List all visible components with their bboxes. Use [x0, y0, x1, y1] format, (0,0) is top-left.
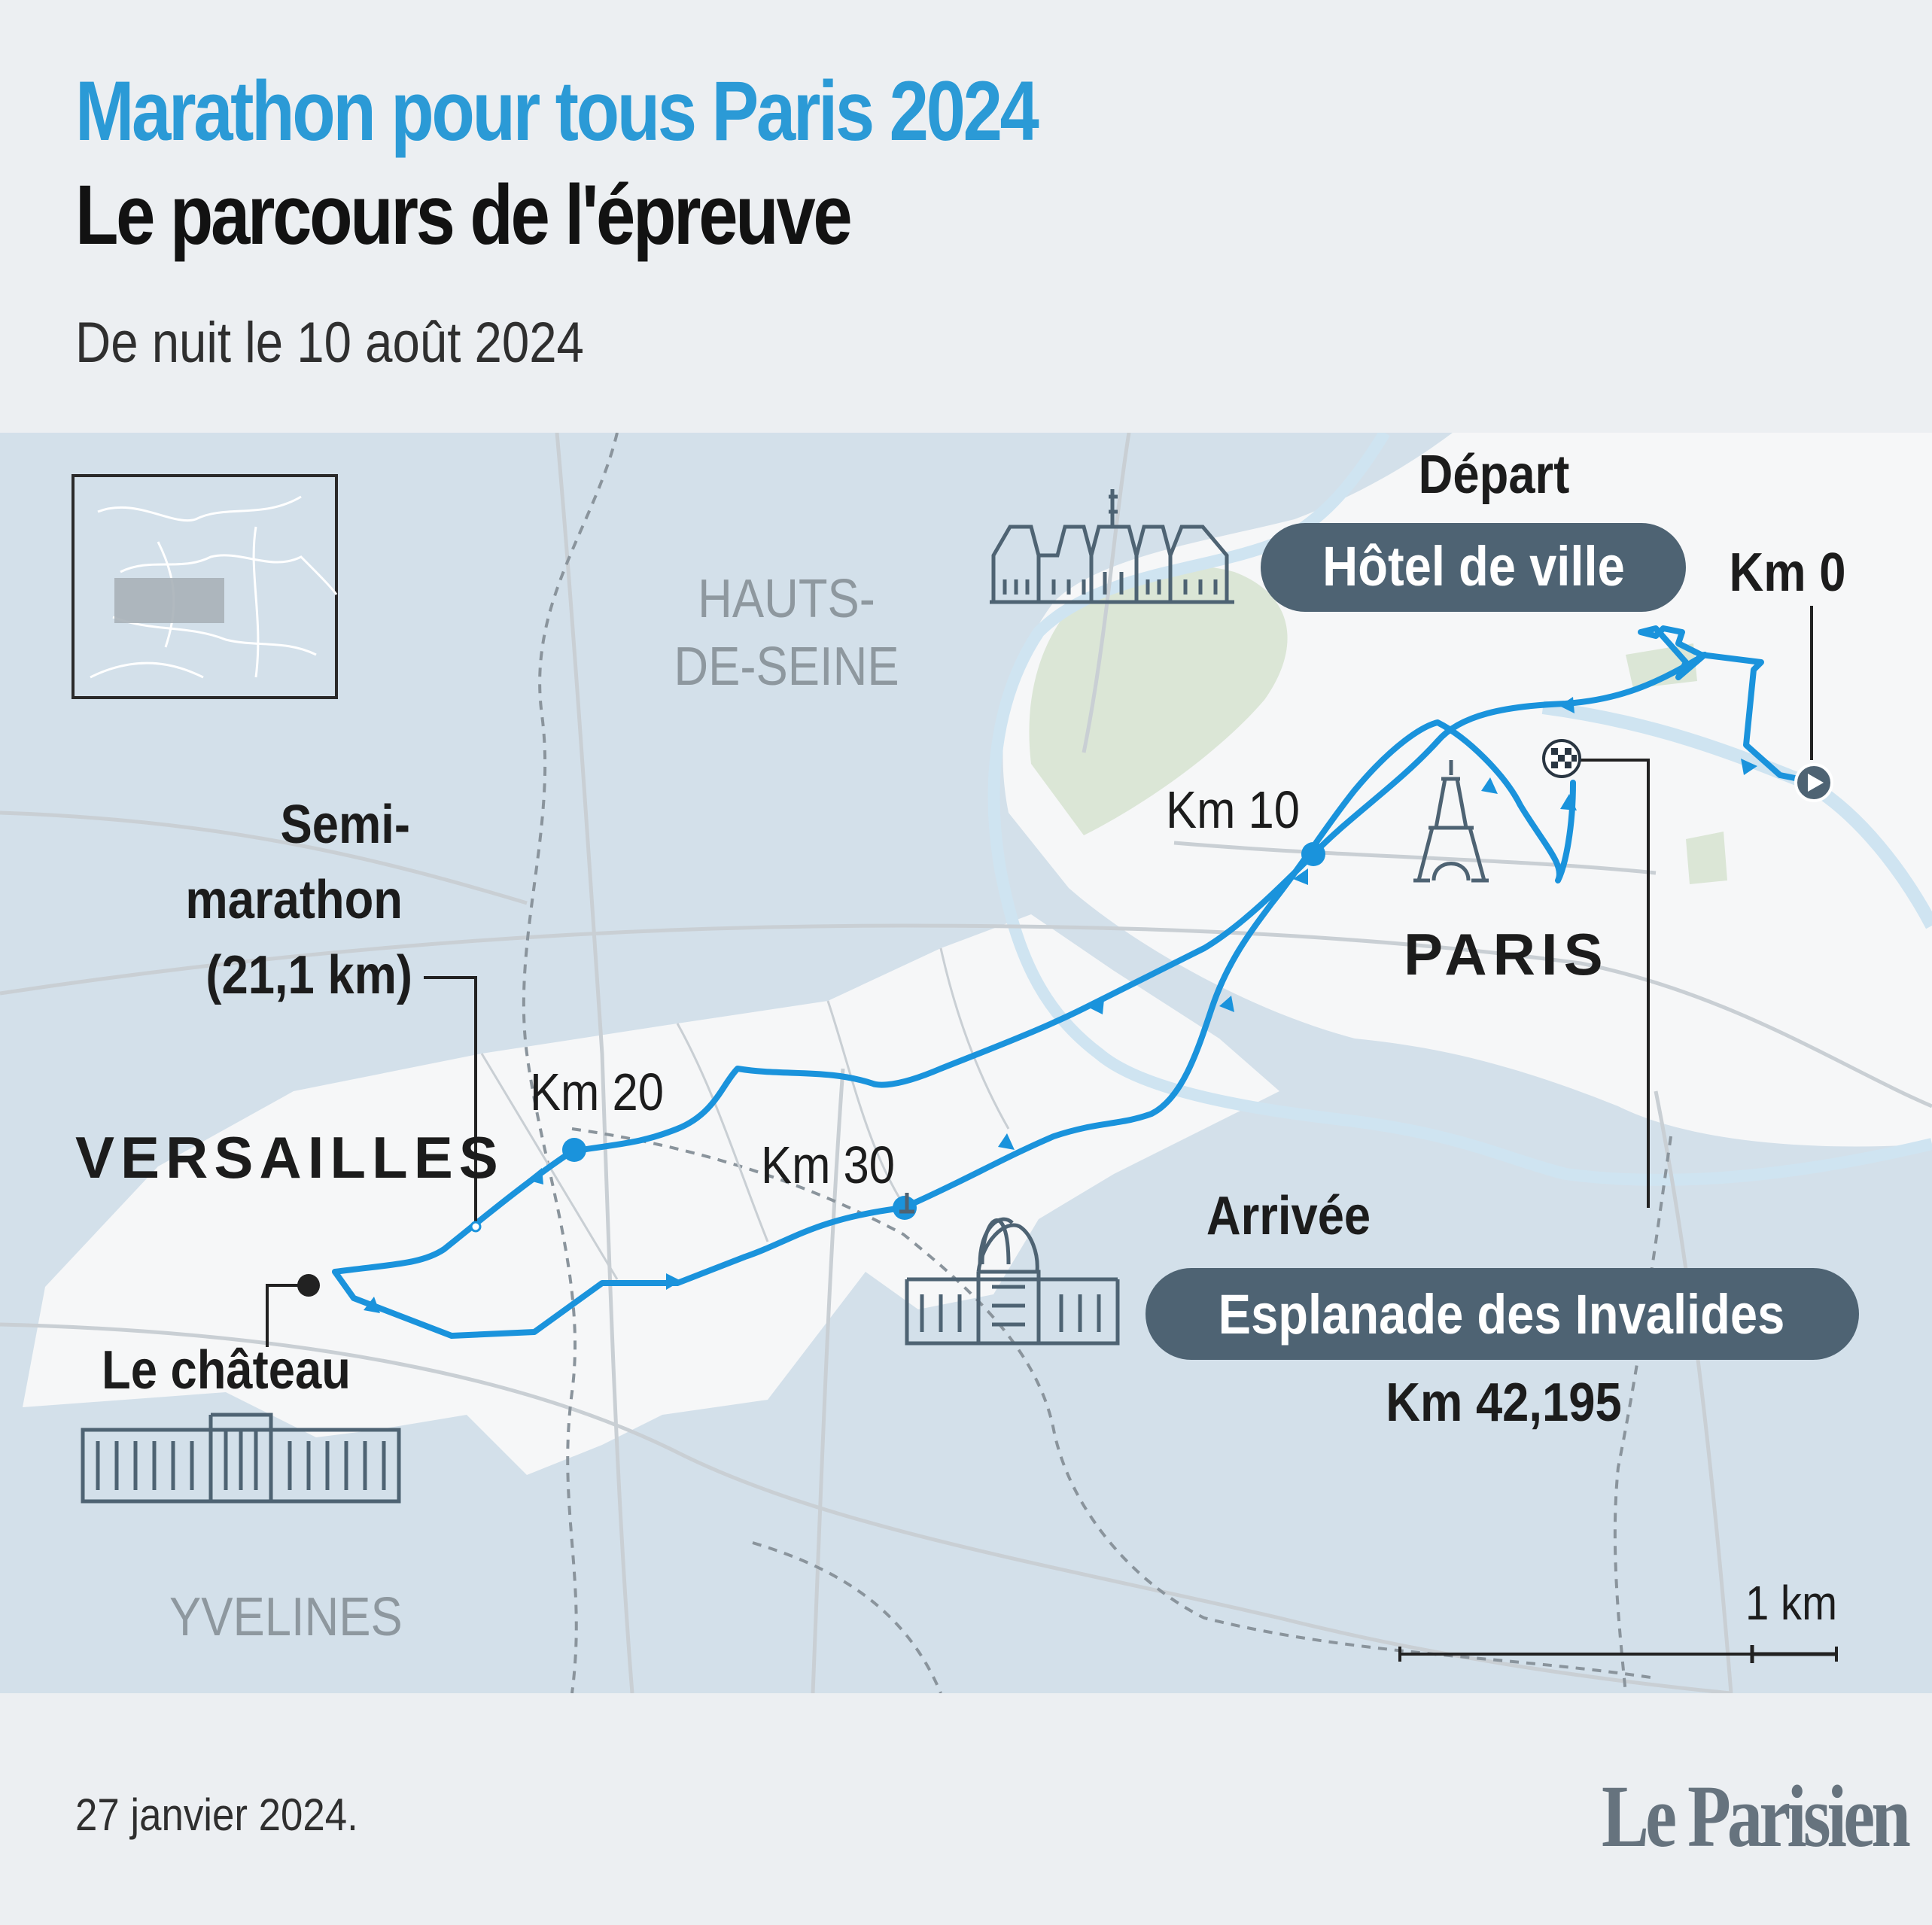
le-parisien-logo: Le Parisien: [1602, 1767, 1911, 1866]
region-label-paris: PARIS: [1404, 921, 1609, 987]
subtitle-title: Le parcours de l'épreuve: [75, 168, 853, 262]
start-place-pill: [1261, 523, 1686, 612]
checkpoint-km10-label: Km 10: [1166, 780, 1300, 839]
chateau-marker: [297, 1274, 320, 1297]
region-label-versailles: VERSAILLES: [75, 1124, 504, 1191]
invalides-icon: [899, 1193, 1120, 1346]
finish-place-pill: [1146, 1268, 1859, 1360]
department-boundaries: [522, 433, 1672, 1693]
chateau-leader: [266, 1284, 305, 1347]
start-play-icon: [1794, 763, 1833, 802]
start-km-label: Km 0: [1730, 543, 1846, 603]
finish-place-label: Esplanade des Invalides: [1219, 1283, 1785, 1346]
region-label-yvelines: YVELINES: [169, 1587, 403, 1647]
start-place-label: Hôtel de ville: [1322, 535, 1625, 598]
finish-km-label: Km 42,195: [1386, 1373, 1621, 1433]
scale-label: 1 km: [1745, 1576, 1837, 1630]
main-title: Marathon pour tous Paris 2024: [75, 64, 1039, 158]
checkpoint-km30-dot: [893, 1196, 917, 1220]
half-marathon-leader: [424, 976, 477, 1227]
half-marathon-end-dot: [470, 1221, 482, 1233]
locator-inset: [71, 474, 338, 699]
hotel-de-ville-icon: [990, 489, 1234, 604]
roads: [0, 433, 1932, 1693]
start-label: Départ: [1419, 445, 1570, 505]
scale-bar-1km: [1750, 1645, 1836, 1663]
finish-leader: [1577, 759, 1650, 1208]
finish-label: Arrivée: [1206, 1186, 1371, 1246]
checkpoint-km30-label: Km 30: [761, 1135, 895, 1194]
eiffel-tower-icon: [1413, 760, 1489, 883]
checkpoint-km10-dot: [1301, 842, 1325, 866]
western-communes-area: [23, 914, 1279, 1475]
region-label-hauts-de-seine-2: DE-SEINE: [674, 637, 899, 697]
chateau-icon: [81, 1413, 401, 1504]
date-line: De nuit le 10 août 2024: [75, 311, 584, 375]
checkpoint-km20-label: Km 20: [530, 1062, 664, 1121]
publication-date: 27 janvier 2024.: [75, 1790, 358, 1840]
route-direction-arrows: [364, 697, 1757, 1313]
half-marathon-label-2: marathon: [185, 870, 403, 930]
half-marathon-label-1: Semi-: [281, 795, 410, 855]
checkpoint-km20-dot: [562, 1138, 586, 1162]
bois-de-boulogne: [1029, 566, 1288, 835]
region-label-hauts-de-seine-1: HAUTS-: [698, 569, 875, 629]
park-small-2: [1686, 832, 1727, 884]
half-marathon-label-3: (21,1 km): [205, 945, 412, 1005]
seine-river: [987, 433, 1932, 1186]
finish-flag-icon: [1542, 739, 1581, 778]
chateau-label: Le château: [102, 1340, 351, 1400]
